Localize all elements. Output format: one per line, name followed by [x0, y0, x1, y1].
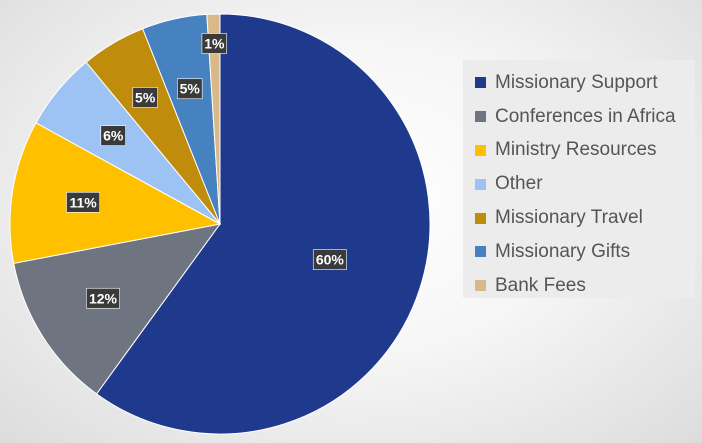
legend-item-missionary-travel: Missionary Travel — [475, 201, 695, 235]
legend-swatch — [475, 111, 486, 123]
legend-label: Missionary Support — [495, 71, 658, 93]
legend-item-bank-fees: Bank Fees — [475, 269, 695, 303]
legend-label: Ministry Resources — [495, 139, 657, 161]
svg-text:1%: 1% — [204, 35, 225, 51]
data-label-other: 6% — [100, 125, 126, 146]
pie-slice-bank-fees — [206, 13, 221, 225]
legend-swatch — [475, 77, 486, 89]
legend-swatch — [475, 212, 486, 224]
legend-label: Missionary Travel — [495, 207, 643, 229]
pie-slice-missionary-support — [95, 13, 431, 435]
legend-swatch — [475, 280, 486, 292]
legend-swatch — [475, 144, 486, 156]
data-label-missionary-gifts: 5% — [177, 78, 203, 100]
legend-item-missionary-support: Missionary Support — [475, 66, 695, 100]
pie-slices — [9, 13, 431, 435]
legend-item-conferences-in-africa: Conferences in Africa — [475, 100, 695, 134]
svg-text:60%: 60% — [316, 252, 345, 268]
legend-item-missionary-gifts: Missionary Gifts — [475, 235, 695, 269]
svg-text:6%: 6% — [103, 128, 124, 144]
svg-text:5%: 5% — [135, 89, 156, 105]
data-label-conferences-in-africa: 12% — [86, 287, 120, 309]
legend-label: Missionary Gifts — [495, 240, 631, 262]
data-label-ministry-resources: 11% — [66, 192, 101, 213]
data-label-missionary-support: 60% — [312, 249, 347, 270]
pie-data-labels: 60% 12% 11% 6% 5% 5% 1% — [66, 33, 347, 309]
data-label-bank-fees: 1% — [201, 33, 228, 54]
legend-item-ministry-resources: Ministry Resources — [475, 134, 695, 168]
svg-text:5%: 5% — [180, 81, 201, 97]
pie-slice-conferences-in-africa — [13, 223, 222, 395]
svg-text:11%: 11% — [69, 194, 97, 210]
legend-swatch — [475, 246, 486, 258]
legend: Missionary Support Conferences in Africa M… — [463, 60, 695, 298]
legend-label: Bank Fees — [495, 274, 586, 296]
legend-swatch — [475, 178, 486, 190]
legend-label: Other — [495, 173, 543, 195]
data-label-missionary-travel: 5% — [132, 87, 158, 108]
pie-slice-ministry-resources — [9, 122, 222, 264]
legend-item-other: Other — [475, 167, 695, 201]
svg-text:12%: 12% — [89, 290, 118, 306]
legend-label: Conferences in Africa — [495, 105, 676, 127]
